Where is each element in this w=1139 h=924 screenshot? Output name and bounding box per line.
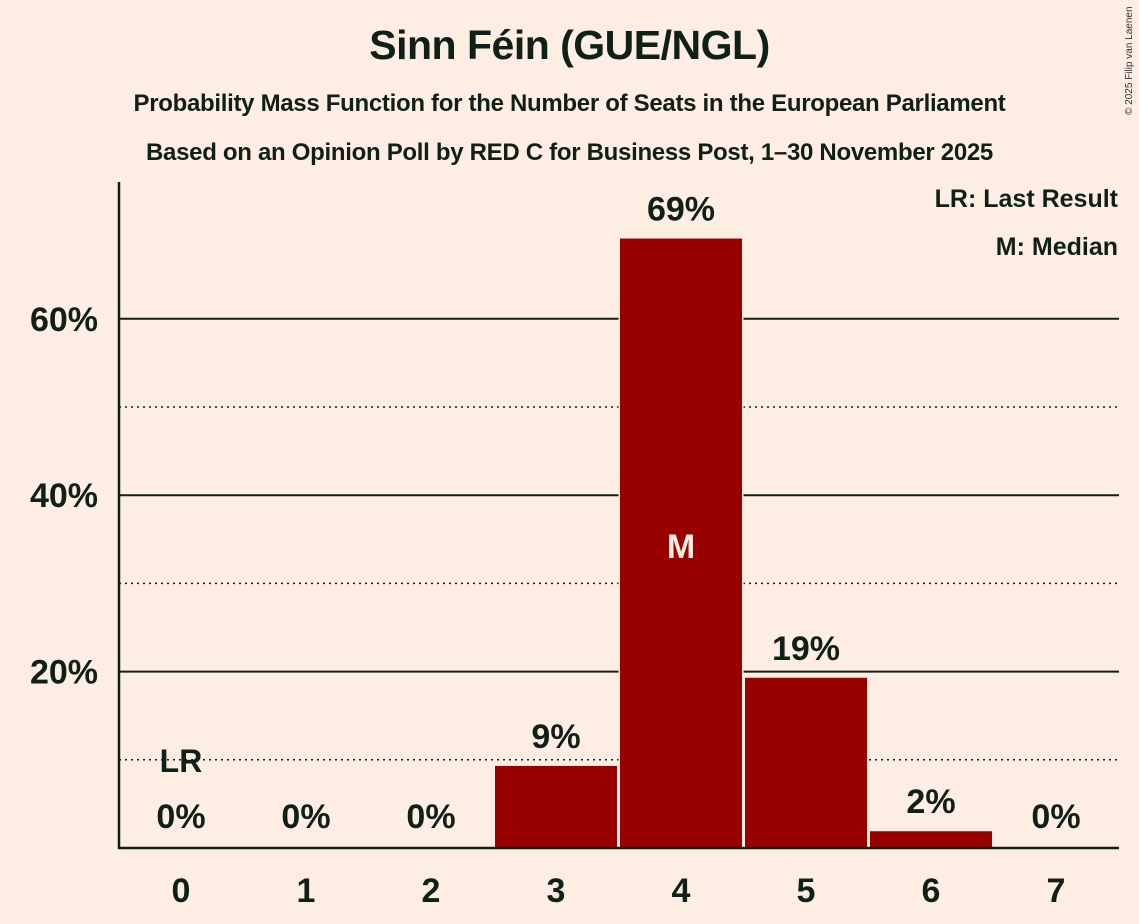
chart-subtitle: Probability Mass Function for the Number… — [133, 90, 1006, 117]
bar-value-label: 19% — [772, 630, 840, 668]
y-tick-label: 40% — [30, 477, 98, 515]
bar-seats-5 — [745, 677, 867, 848]
x-tick-label: 0 — [172, 872, 191, 910]
bar-seats-6 — [870, 831, 992, 848]
bar-value-label: 0% — [281, 798, 330, 836]
legend-median: M: Median — [995, 233, 1118, 261]
bar-value-label: 0% — [1031, 798, 1080, 836]
x-tick-label: 3 — [547, 872, 566, 910]
y-tick-label: 60% — [30, 301, 98, 339]
last-result-marker: LR — [160, 743, 203, 779]
x-tick-label: 1 — [297, 872, 316, 910]
legend-last-result: LR: Last Result — [934, 185, 1118, 213]
x-tick-label: 5 — [797, 872, 816, 910]
bar-value-label: 0% — [406, 798, 455, 836]
bar-seats-4 — [620, 238, 742, 849]
x-tick-label: 6 — [922, 872, 941, 910]
chart-source-line: Based on an Opinion Poll by RED C for Bu… — [146, 139, 993, 166]
x-tick-label: 2 — [422, 872, 441, 910]
y-tick-label: 20% — [30, 654, 98, 692]
bar-value-label: 2% — [906, 783, 955, 821]
x-tick-label: 4 — [672, 872, 691, 910]
x-tick-label: 7 — [1047, 872, 1066, 910]
median-marker: M — [667, 528, 695, 566]
bar-value-label: 9% — [531, 718, 580, 756]
bar-seats-3 — [495, 765, 617, 848]
chart-title: Sinn Féin (GUE/NGL) — [369, 22, 770, 68]
bar-value-label: 69% — [647, 191, 715, 229]
bar-value-label: 0% — [156, 798, 205, 836]
